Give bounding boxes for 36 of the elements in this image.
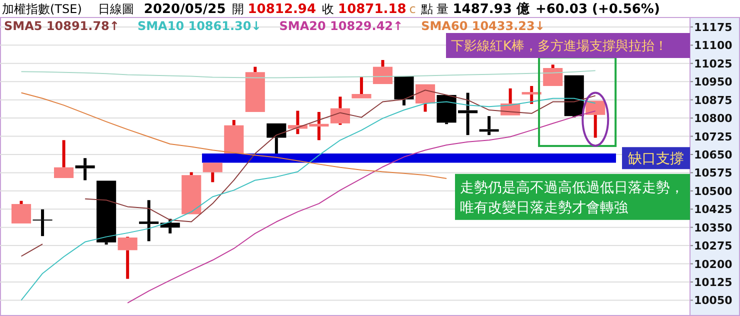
chart-subtitle: 日線圖 [98, 2, 134, 16]
text: SMA10 10861.30↓ [137, 19, 262, 33]
text: SMA60 10433.23↓ [421, 19, 545, 33]
text: SMA5 10891.78↑ [4, 19, 120, 33]
y-tick-label: 10275 [694, 240, 732, 253]
y-tick-label: 10350 [694, 221, 733, 234]
chart-title: 加權指數(TSE) [2, 2, 82, 16]
text: 10871.18 [338, 2, 406, 17]
y-tick-label: 11100 [694, 39, 733, 52]
annotation: 下影線紅K棒，多方進場支撐與拉抬！ [451, 38, 668, 54]
y-tick-label: 10875 [694, 94, 732, 107]
y-tick-label: 10200 [694, 258, 733, 271]
y-tick-label: 11175 [694, 20, 732, 34]
text: 10812.94 [248, 2, 316, 17]
y-tick-label: 10425 [694, 203, 732, 216]
y-tick-label: 10050 [694, 294, 733, 308]
text: SMA20 10829.42↑ [279, 19, 404, 33]
text: 點 量 [420, 2, 449, 16]
text: 收 [322, 2, 334, 16]
text: 1487.93 億 [452, 1, 530, 17]
note: 下影線紅K棒，多方進場支撐與拉抬！ [446, 33, 690, 58]
y-tick-label: 10950 [694, 76, 733, 89]
band-label: 缺口支撐 [628, 151, 684, 168]
y-tick-label: 11025 [694, 57, 732, 70]
y-tick-label: 10575 [694, 166, 732, 180]
y-tick-label: 10725 [694, 130, 732, 144]
annotation: 走勢仍是高不過高低過低日落走勢，唯有改變日落走勢才會轉強 [460, 180, 684, 216]
note: 走勢仍是高不過高低過低日落走勢，唯有改變日落走勢才會轉強 [455, 174, 690, 220]
y-tick-label: 10800 [694, 112, 733, 126]
y-tick-label: 10500 [694, 184, 733, 198]
text: +60.03 (+0.56%) [535, 2, 660, 17]
text: 開 [232, 2, 244, 16]
y-tick-label: 10125 [694, 276, 732, 289]
text: c [409, 2, 416, 16]
text: 2020/05/25 [144, 2, 226, 17]
y-tick-label: 10650 [694, 148, 733, 162]
